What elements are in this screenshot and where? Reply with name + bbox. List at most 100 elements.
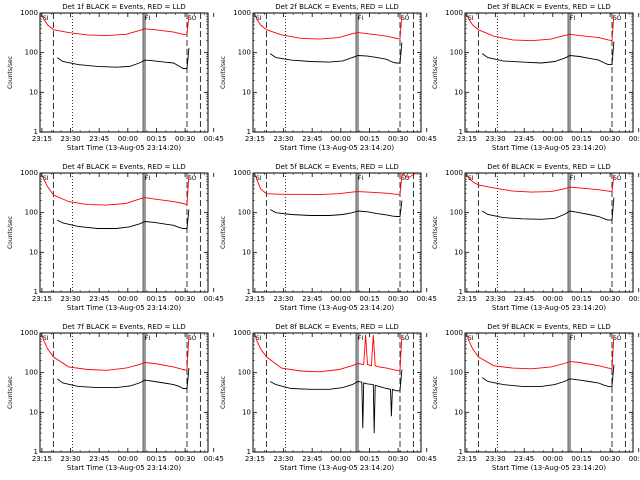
- chart-panel-8: Det 8f BLACK = Events, RED = LLD Counts/s…: [220, 323, 437, 472]
- flag-label: SO: [613, 175, 622, 182]
- x-tick-label: 00:00: [543, 295, 563, 303]
- chart-panel-7: Det 7f BLACK = Events, RED = LLD Counts/s…: [7, 323, 224, 472]
- x-tick-label: 23:45: [89, 295, 109, 303]
- flag-label: SO: [188, 335, 197, 342]
- y-tick-label: 1: [247, 288, 251, 296]
- chart-title: Det 4f BLACK = Events, RED = LLD: [62, 163, 185, 171]
- chart-panel-9: Det 9f BLACK = Events, RED = LLD Counts/s…: [432, 323, 640, 472]
- x-tick-label: 23:45: [302, 135, 322, 143]
- chart-title: Det 3f BLACK = Events, RED = LLD: [487, 3, 610, 11]
- lld-series-line: [464, 174, 615, 193]
- lld-series-line: [252, 173, 416, 196]
- flag-label: FI: [145, 15, 150, 22]
- x-tick-label: 23:15: [32, 295, 52, 303]
- plot-frame: [252, 12, 422, 133]
- flag-label: FI: [145, 175, 150, 182]
- y-tick-label: 1: [459, 288, 463, 296]
- y-tick-label: 1000: [20, 329, 38, 337]
- x-tick-label: 23:30: [273, 135, 293, 143]
- flag-label: SI: [468, 335, 474, 342]
- plot-frame: [252, 332, 422, 453]
- lld-series-line: [464, 14, 615, 42]
- y-tick-label: 10: [454, 248, 463, 256]
- x-tick-label: 00:30: [175, 135, 195, 143]
- y-tick-label: 1: [459, 128, 463, 136]
- y-tick-label: 1: [459, 448, 463, 456]
- y-tick-label: 1: [247, 128, 251, 136]
- flag-label: FI: [358, 335, 363, 342]
- lld-series-line: [464, 334, 615, 370]
- y-tick-label: 100: [238, 369, 251, 377]
- flag-label: FI: [358, 175, 363, 182]
- x-axis-label: Start Time (13-Aug-05 23:14:20): [280, 304, 394, 312]
- events-series-line: [481, 41, 615, 66]
- x-tick-label: 23:30: [60, 135, 80, 143]
- chart-title: Det 2f BLACK = Events, RED = LLD: [275, 3, 398, 11]
- x-tick-label: 23:45: [89, 135, 109, 143]
- x-tick-label: 00:00: [118, 295, 138, 303]
- y-tick-label: 1: [34, 128, 38, 136]
- x-tick-label: 00:00: [543, 135, 563, 143]
- chart-panel-6: Det 6f BLACK = Events, RED = LLD Counts/s…: [432, 163, 640, 312]
- chart-title: Det 6f BLACK = Events, RED = LLD: [487, 163, 610, 171]
- x-tick-label: 00:15: [571, 295, 591, 303]
- y-tick-label: 10: [242, 88, 251, 96]
- x-tick-label: 00:15: [146, 295, 166, 303]
- x-tick-label: 00:30: [388, 455, 408, 463]
- y-tick-label: 100: [25, 369, 38, 377]
- y-tick-label: 1000: [20, 169, 38, 177]
- y-tick-label: 10: [242, 248, 251, 256]
- flag-label: SI: [468, 175, 474, 182]
- events-series-line: [481, 364, 615, 387]
- y-tick-label: 1000: [445, 329, 463, 337]
- x-tick-label: 00:45: [629, 295, 640, 303]
- lld-series-line: [39, 174, 190, 206]
- x-tick-label: 23:15: [32, 135, 52, 143]
- x-tick-label: 00:45: [417, 135, 437, 143]
- y-tick-label: 100: [25, 209, 38, 217]
- y-tick-label: 1: [34, 288, 38, 296]
- y-tick-label: 10: [242, 408, 251, 416]
- x-tick-label: 23:30: [273, 455, 293, 463]
- y-axis-label: Counts/sec: [7, 56, 14, 89]
- flag-label: SI: [468, 15, 474, 22]
- y-tick-label: 10: [29, 408, 38, 416]
- x-tick-label: 00:15: [359, 455, 379, 463]
- flag-label: SI: [43, 335, 49, 342]
- y-tick-label: 1000: [233, 329, 251, 337]
- x-tick-label: 23:30: [273, 295, 293, 303]
- y-tick-label: 100: [238, 209, 251, 217]
- plot-frame: [464, 332, 634, 453]
- x-axis-label: Start Time (13-Aug-05 23:14:20): [67, 464, 181, 472]
- flag-label: SO: [613, 335, 622, 342]
- y-tick-label: 10: [454, 88, 463, 96]
- x-tick-label: 23:15: [245, 295, 265, 303]
- plot-frame: [39, 12, 209, 133]
- x-tick-label: 23:30: [485, 295, 505, 303]
- flag-label: FI: [570, 335, 575, 342]
- flag-label: SO: [613, 15, 622, 22]
- y-tick-label: 1000: [233, 169, 251, 177]
- x-tick-label: 00:45: [417, 455, 437, 463]
- y-tick-label: 1: [34, 448, 38, 456]
- x-tick-label: 23:15: [245, 455, 265, 463]
- chart-panel-4: Det 4f BLACK = Events, RED = LLD Counts/s…: [7, 163, 224, 312]
- x-tick-label: 23:15: [457, 295, 477, 303]
- x-tick-label: 00:30: [600, 295, 620, 303]
- flag-label: SI: [43, 15, 49, 22]
- y-axis-label: Counts/sec: [7, 376, 14, 409]
- plot-frame: [39, 172, 209, 293]
- y-tick-label: 1000: [445, 9, 463, 17]
- y-axis-label: Counts/sec: [220, 376, 227, 409]
- x-tick-label: 00:45: [629, 455, 640, 463]
- x-tick-label: 00:00: [543, 455, 563, 463]
- y-tick-label: 10: [454, 408, 463, 416]
- x-tick-label: 00:45: [204, 135, 224, 143]
- y-tick-label: 1000: [445, 169, 463, 177]
- x-tick-label: 00:00: [331, 295, 351, 303]
- events-series-line: [56, 48, 190, 69]
- y-tick-label: 1000: [233, 9, 251, 17]
- flag-label: SI: [256, 335, 262, 342]
- flag-label: SI: [43, 175, 49, 182]
